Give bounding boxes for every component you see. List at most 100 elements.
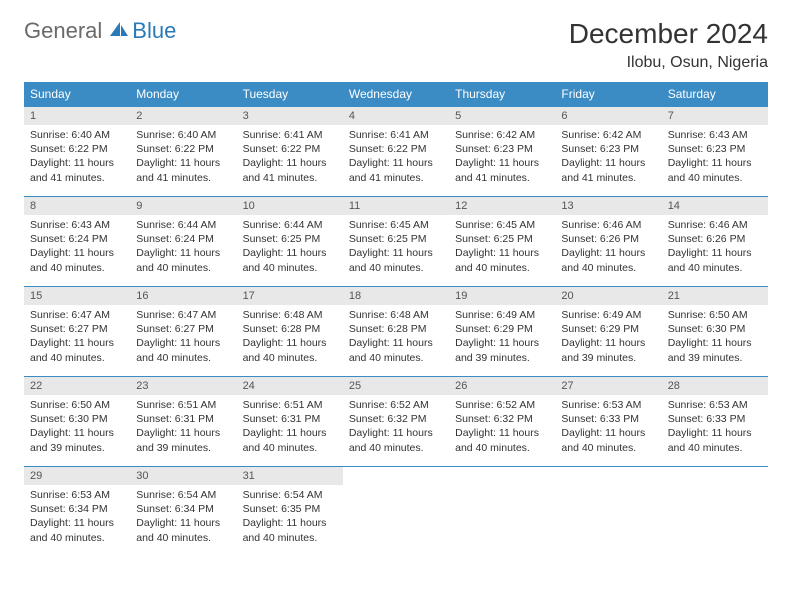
day-details: Sunrise: 6:48 AMSunset: 6:28 PMDaylight:… [237,305,343,371]
day-number-empty [343,467,449,485]
sunset-text: Sunset: 6:32 PM [349,412,443,426]
day-details: Sunrise: 6:40 AMSunset: 6:22 PMDaylight:… [24,125,130,191]
day-details: Sunrise: 6:42 AMSunset: 6:23 PMDaylight:… [449,125,555,191]
sunrise-text: Sunrise: 6:46 AM [561,218,655,232]
day-details: Sunrise: 6:53 AMSunset: 6:34 PMDaylight:… [24,485,130,551]
weekday-header-row: SundayMondayTuesdayWednesdayThursdayFrid… [24,82,768,107]
sunset-text: Sunset: 6:25 PM [349,232,443,246]
weekday-header: Tuesday [237,82,343,107]
sunset-text: Sunset: 6:33 PM [561,412,655,426]
weekday-header: Sunday [24,82,130,107]
calendar-row: 29Sunrise: 6:53 AMSunset: 6:34 PMDayligh… [24,467,768,557]
sunrise-text: Sunrise: 6:40 AM [136,128,230,142]
day-number: 7 [662,107,768,125]
day-number: 1 [24,107,130,125]
weekday-header: Wednesday [343,82,449,107]
calendar-body: 1Sunrise: 6:40 AMSunset: 6:22 PMDaylight… [24,107,768,557]
daylight-text: Daylight: 11 hours and 41 minutes. [30,156,124,184]
sunset-text: Sunset: 6:33 PM [668,412,762,426]
calendar-cell: 7Sunrise: 6:43 AMSunset: 6:23 PMDaylight… [662,107,768,197]
calendar-cell [343,467,449,557]
calendar-row: 15Sunrise: 6:47 AMSunset: 6:27 PMDayligh… [24,287,768,377]
daylight-text: Daylight: 11 hours and 41 minutes. [349,156,443,184]
day-details: Sunrise: 6:50 AMSunset: 6:30 PMDaylight:… [662,305,768,371]
daylight-text: Daylight: 11 hours and 40 minutes. [668,426,762,454]
calendar-cell: 29Sunrise: 6:53 AMSunset: 6:34 PMDayligh… [24,467,130,557]
sunset-text: Sunset: 6:22 PM [243,142,337,156]
day-details: Sunrise: 6:46 AMSunset: 6:26 PMDaylight:… [662,215,768,281]
day-number: 9 [130,197,236,215]
sunrise-text: Sunrise: 6:51 AM [243,398,337,412]
calendar-table: SundayMondayTuesdayWednesdayThursdayFrid… [24,82,768,557]
sunrise-text: Sunrise: 6:41 AM [243,128,337,142]
sunset-text: Sunset: 6:31 PM [136,412,230,426]
daylight-text: Daylight: 11 hours and 40 minutes. [243,426,337,454]
calendar-cell: 5Sunrise: 6:42 AMSunset: 6:23 PMDaylight… [449,107,555,197]
calendar-cell: 16Sunrise: 6:47 AMSunset: 6:27 PMDayligh… [130,287,236,377]
weekday-header: Thursday [449,82,555,107]
sunset-text: Sunset: 6:32 PM [455,412,549,426]
sunset-text: Sunset: 6:27 PM [30,322,124,336]
daylight-text: Daylight: 11 hours and 40 minutes. [349,246,443,274]
day-number: 19 [449,287,555,305]
day-details: Sunrise: 6:52 AMSunset: 6:32 PMDaylight:… [343,395,449,461]
sunrise-text: Sunrise: 6:45 AM [455,218,549,232]
day-number: 25 [343,377,449,395]
calendar-cell: 2Sunrise: 6:40 AMSunset: 6:22 PMDaylight… [130,107,236,197]
day-details: Sunrise: 6:44 AMSunset: 6:24 PMDaylight:… [130,215,236,281]
day-number: 22 [24,377,130,395]
sunset-text: Sunset: 6:29 PM [455,322,549,336]
day-details: Sunrise: 6:44 AMSunset: 6:25 PMDaylight:… [237,215,343,281]
weekday-header: Saturday [662,82,768,107]
calendar-cell: 12Sunrise: 6:45 AMSunset: 6:25 PMDayligh… [449,197,555,287]
day-number: 3 [237,107,343,125]
calendar-cell: 24Sunrise: 6:51 AMSunset: 6:31 PMDayligh… [237,377,343,467]
day-details: Sunrise: 6:43 AMSunset: 6:24 PMDaylight:… [24,215,130,281]
daylight-text: Daylight: 11 hours and 41 minutes. [136,156,230,184]
day-details: Sunrise: 6:53 AMSunset: 6:33 PMDaylight:… [662,395,768,461]
daylight-text: Daylight: 11 hours and 39 minutes. [668,336,762,364]
day-details: Sunrise: 6:41 AMSunset: 6:22 PMDaylight:… [237,125,343,191]
daylight-text: Daylight: 11 hours and 40 minutes. [136,336,230,364]
calendar-cell: 17Sunrise: 6:48 AMSunset: 6:28 PMDayligh… [237,287,343,377]
daylight-text: Daylight: 11 hours and 41 minutes. [455,156,549,184]
sunrise-text: Sunrise: 6:42 AM [455,128,549,142]
daylight-text: Daylight: 11 hours and 40 minutes. [668,156,762,184]
calendar-cell [555,467,661,557]
day-number: 5 [449,107,555,125]
day-number: 30 [130,467,236,485]
calendar-cell: 14Sunrise: 6:46 AMSunset: 6:26 PMDayligh… [662,197,768,287]
calendar-row: 8Sunrise: 6:43 AMSunset: 6:24 PMDaylight… [24,197,768,287]
logo-text-blue: Blue [132,18,176,44]
weekday-header: Monday [130,82,236,107]
sunset-text: Sunset: 6:25 PM [455,232,549,246]
sunrise-text: Sunrise: 6:44 AM [136,218,230,232]
calendar-cell: 3Sunrise: 6:41 AMSunset: 6:22 PMDaylight… [237,107,343,197]
daylight-text: Daylight: 11 hours and 39 minutes. [136,426,230,454]
sunrise-text: Sunrise: 6:52 AM [455,398,549,412]
day-details: Sunrise: 6:46 AMSunset: 6:26 PMDaylight:… [555,215,661,281]
calendar-cell: 26Sunrise: 6:52 AMSunset: 6:32 PMDayligh… [449,377,555,467]
day-details: Sunrise: 6:52 AMSunset: 6:32 PMDaylight:… [449,395,555,461]
day-details: Sunrise: 6:53 AMSunset: 6:33 PMDaylight:… [555,395,661,461]
day-details: Sunrise: 6:45 AMSunset: 6:25 PMDaylight:… [449,215,555,281]
day-number: 18 [343,287,449,305]
day-number: 20 [555,287,661,305]
day-details: Sunrise: 6:54 AMSunset: 6:34 PMDaylight:… [130,485,236,551]
day-details: Sunrise: 6:42 AMSunset: 6:23 PMDaylight:… [555,125,661,191]
daylight-text: Daylight: 11 hours and 41 minutes. [561,156,655,184]
sunrise-text: Sunrise: 6:49 AM [455,308,549,322]
sunset-text: Sunset: 6:25 PM [243,232,337,246]
calendar-cell: 25Sunrise: 6:52 AMSunset: 6:32 PMDayligh… [343,377,449,467]
day-number: 14 [662,197,768,215]
daylight-text: Daylight: 11 hours and 41 minutes. [243,156,337,184]
sunrise-text: Sunrise: 6:45 AM [349,218,443,232]
day-number: 8 [24,197,130,215]
sunset-text: Sunset: 6:23 PM [455,142,549,156]
daylight-text: Daylight: 11 hours and 40 minutes. [30,246,124,274]
title-block: December 2024 Ilobu, Osun, Nigeria [569,18,768,72]
day-details: Sunrise: 6:45 AMSunset: 6:25 PMDaylight:… [343,215,449,281]
calendar-cell [449,467,555,557]
sunrise-text: Sunrise: 6:50 AM [668,308,762,322]
daylight-text: Daylight: 11 hours and 40 minutes. [349,426,443,454]
